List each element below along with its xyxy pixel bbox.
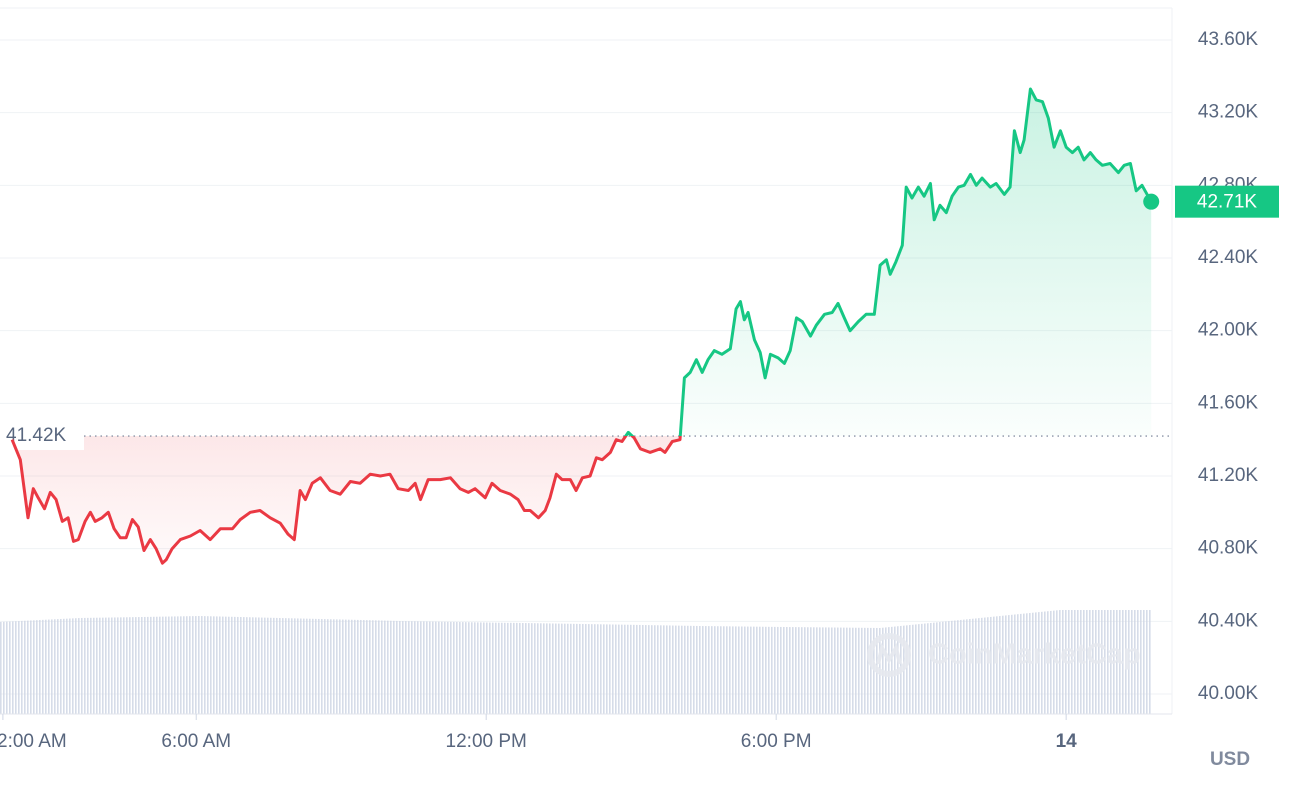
x-tick-label: 6:00 AM — [161, 731, 231, 752]
price-line — [10, 87, 1153, 565]
x-tick-label: 2:00 AM — [0, 731, 67, 752]
y-tick-label: 42.00K — [1198, 320, 1259, 341]
price-area — [12, 89, 1152, 564]
y-tick-label: 40.00K — [1198, 683, 1259, 704]
x-tick-label: 14 — [1056, 731, 1078, 752]
y-tick-label: 42.40K — [1198, 247, 1259, 268]
currency-label: USD — [1210, 749, 1250, 770]
x-tick-label: 6:00 PM — [741, 731, 812, 752]
baseline-label: 41.42K — [6, 425, 67, 446]
y-tick-label: 40.40K — [1198, 610, 1259, 631]
y-tick-label: 43.60K — [1198, 29, 1259, 50]
last-point — [1143, 193, 1160, 210]
y-tick-label: 41.60K — [1198, 392, 1259, 413]
price-label-bg — [1175, 185, 1279, 218]
watermark: CoinMarketCap — [867, 633, 1141, 677]
price-label: 42.71K — [1197, 192, 1258, 213]
y-tick-label: 41.20K — [1198, 465, 1259, 486]
y-tick-label: 43.20K — [1198, 102, 1259, 123]
volume-bars — [0, 610, 1152, 714]
x-tick-label: 12:00 PM — [446, 731, 527, 752]
watermark-text: CoinMarketCap — [928, 639, 1141, 671]
y-tick-label: 40.80K — [1198, 538, 1259, 559]
